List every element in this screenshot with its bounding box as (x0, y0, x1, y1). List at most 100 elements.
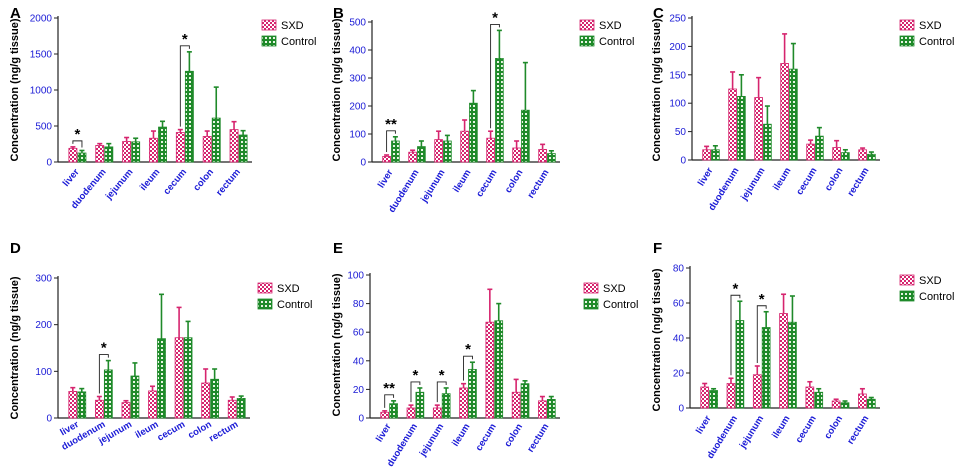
y-tick-label: 150 (669, 70, 686, 81)
bar-control-colon (210, 378, 220, 419)
legend-label-sxd: SXD (919, 275, 942, 287)
y-tick-label: 60 (353, 328, 365, 339)
bar-sxd-cecum (486, 137, 495, 163)
significance-marker: * (101, 340, 107, 357)
bar-sxd-ileum (780, 63, 789, 161)
bar-control-ileum (157, 338, 166, 419)
panel-letter: B (333, 5, 344, 22)
legend-label-sxd: SXD (603, 283, 626, 295)
x-tick-label: colon (502, 422, 525, 449)
legend-swatch-control (257, 298, 273, 310)
bar-sxd-liver (380, 411, 390, 419)
significance-bracket (410, 381, 421, 403)
bar-control-ileum (158, 126, 167, 163)
significance-marker: * (439, 367, 445, 384)
y-tick-label: 50 (675, 127, 687, 138)
legend-swatch-sxd (899, 274, 915, 286)
x-tick-label: cecum (155, 419, 187, 444)
legend-label-control: Control (281, 36, 316, 48)
x-tick-label: liver (376, 168, 396, 191)
x-tick-label: ileum (771, 166, 793, 193)
bar-control-duodenum (417, 146, 426, 163)
bar-control-jejunum (763, 123, 772, 161)
legend-label-control: Control (919, 36, 954, 48)
y-axis-label: Concentration (ng/g tissue) (331, 273, 343, 416)
bar-control-colon (211, 117, 221, 163)
bar-sxd-colon (201, 382, 211, 419)
y-tick-label: 200 (35, 320, 52, 331)
x-tick-label: ileum (138, 167, 162, 193)
bar-control-duodenum (737, 95, 746, 161)
bar-sxd-rectum (229, 129, 239, 163)
y-tick-label: 1000 (30, 86, 53, 97)
x-tick-label: jejunum (103, 167, 135, 203)
bar-control-rectum (866, 398, 876, 409)
y-axis-label: Concentration (ng/g tissue) (331, 18, 343, 161)
y-tick-label: 200 (669, 42, 686, 53)
x-tick-label: jejunum (737, 414, 766, 452)
significance-marker: ** (385, 116, 397, 133)
bar-control-liver (711, 149, 720, 161)
significance-marker: * (759, 291, 765, 308)
y-tick-label: 20 (353, 385, 365, 396)
y-tick-label: 80 (673, 264, 685, 275)
y-tick-label: 0 (46, 158, 52, 169)
y-tick-label: 60 (673, 299, 685, 310)
bar-sxd-colon (511, 391, 521, 419)
x-tick-label: ileum (770, 414, 792, 441)
x-tick-label: colon (191, 167, 216, 194)
x-tick-label: liver (61, 167, 82, 189)
bar-sxd-liver (382, 155, 391, 163)
y-axis-label: Concentration (ng/g tissue) (651, 268, 663, 411)
bar-sxd-jejunum (122, 141, 132, 163)
bar-sxd-rectum (227, 399, 237, 419)
legend-swatch-control (583, 298, 599, 310)
bar-control-liver (709, 390, 718, 409)
significance-marker: * (492, 9, 498, 26)
y-tick-label: 0 (360, 158, 366, 169)
bar-sxd-liver (68, 390, 78, 419)
y-tick-label: 0 (46, 414, 52, 425)
significance-bracket (436, 381, 447, 403)
bar-control-colon (841, 152, 850, 161)
significance-marker: * (465, 341, 471, 358)
panel-letter: D (10, 240, 21, 257)
x-tick-label: jejunum (417, 422, 446, 460)
bar-sxd-liver (702, 149, 711, 161)
x-tick-label: rectum (525, 422, 551, 455)
x-tick-label: cecum (794, 414, 819, 445)
bar-control-jejunum (761, 327, 771, 409)
significance-bracket (384, 394, 395, 408)
bar-control-cecum (814, 391, 824, 409)
x-tick-label: rectum (845, 414, 871, 447)
significance-bracket (72, 140, 83, 148)
legend-swatch-sxd (583, 282, 599, 294)
bar-control-liver (77, 391, 87, 419)
x-tick-label: colon (503, 168, 526, 195)
bar-control-cecum (494, 320, 504, 419)
legend-swatch-control (899, 35, 915, 47)
bar-control-jejunum (131, 141, 141, 163)
bar-control-rectum (546, 399, 556, 419)
bar-sxd-jejunum (434, 139, 443, 163)
significance-bracket (463, 355, 473, 381)
bar-sxd-colon (512, 147, 521, 163)
y-tick-label: 0 (358, 414, 364, 425)
significance-bracket (386, 130, 396, 152)
bar-control-jejunum (441, 393, 451, 419)
panel-letter: E (333, 240, 343, 257)
y-tick-label: 2000 (30, 14, 53, 25)
bar-control-duodenum (104, 146, 114, 163)
y-tick-label: 100 (669, 99, 686, 110)
y-tick-label: 300 (349, 74, 366, 85)
legend-label-control: Control (277, 299, 312, 311)
bar-sxd-ileum (459, 387, 468, 419)
bar-sxd-cecum (805, 386, 815, 409)
legend-swatch-sxd (257, 282, 273, 294)
bar-sxd-rectum (858, 149, 867, 161)
bar-control-ileum (469, 102, 478, 163)
legend-label-sxd: SXD (919, 20, 942, 32)
